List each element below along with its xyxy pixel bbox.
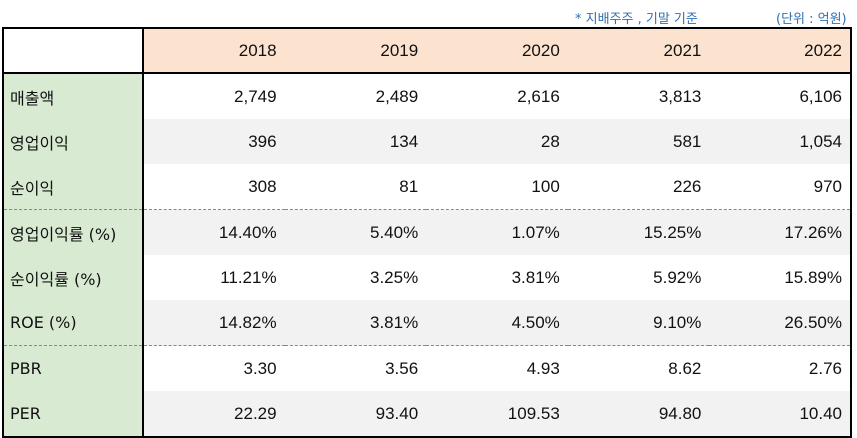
- table-cell: 8.62: [567, 345, 710, 391]
- table-cell: 9.10%: [567, 300, 710, 346]
- year-header: 2020: [426, 28, 568, 74]
- financial-summary-table: 2018 2019 2020 2021 2022 매출액 2,749 2,489…: [2, 27, 852, 438]
- year-header: 2022: [709, 28, 851, 74]
- row-label: PBR: [3, 345, 144, 391]
- table-cell: 3,813: [567, 73, 710, 119]
- table-cell: 3.30: [143, 345, 285, 391]
- table-cell: 94.80: [567, 391, 710, 437]
- row-label: 순이익률 (%): [3, 255, 144, 300]
- table-cell: 396: [143, 119, 285, 164]
- table-cell: 81: [284, 164, 427, 210]
- table-cell: 2,616: [426, 73, 568, 119]
- table-cell: 14.40%: [143, 209, 285, 255]
- table-row-operating-margin: 영업이익률 (%) 14.40% 5.40% 1.07% 15.25% 17.2…: [3, 209, 851, 255]
- table-cell: 1,054: [709, 119, 851, 164]
- table-cell: 14.82%: [143, 300, 285, 346]
- table-cell: 3.81%: [426, 255, 568, 300]
- table-cell: 93.40: [284, 391, 427, 437]
- table-cell: 4.93: [426, 345, 568, 391]
- row-label: 영업이익률 (%): [3, 209, 144, 255]
- table-cell: 28: [426, 119, 568, 164]
- table-cell: 134: [284, 119, 427, 164]
- table-cell: 226: [567, 164, 710, 210]
- table-cell: 970: [709, 164, 851, 210]
- corner-cell: [3, 28, 144, 74]
- table-cell: 15.89%: [709, 255, 851, 300]
- table-cell: 3.56: [284, 345, 427, 391]
- table-cell: 5.92%: [567, 255, 710, 300]
- table-row-pbr: PBR 3.30 3.56 4.93 8.62 2.76: [3, 345, 851, 391]
- table-cell: 22.29: [143, 391, 285, 437]
- table-notes: * 지배주주 , 기말 기준 (단위 : 억원): [0, 6, 857, 27]
- table-cell: 17.26%: [709, 209, 851, 255]
- table-cell: 3.25%: [284, 255, 427, 300]
- row-label: PER: [3, 391, 144, 437]
- basis-note: * 지배주주 , 기말 기준: [575, 12, 698, 27]
- table-cell: 581: [567, 119, 710, 164]
- table-cell: 1.07%: [426, 209, 568, 255]
- table-cell: 5.40%: [284, 209, 427, 255]
- table-cell: 100: [426, 164, 568, 210]
- row-label: 매출액: [3, 73, 144, 119]
- table-row-net-income: 순이익 308 81 100 226 970: [3, 164, 851, 210]
- header-row: 2018 2019 2020 2021 2022: [3, 28, 851, 74]
- table-cell: 4.50%: [426, 300, 568, 346]
- table-cell: 308: [143, 164, 285, 210]
- row-label: 순이익: [3, 164, 144, 210]
- table-cell: 6,106: [709, 73, 851, 119]
- table-cell: 11.21%: [143, 255, 285, 300]
- year-header: 2018: [143, 28, 285, 74]
- table-row-operating-profit: 영업이익 396 134 28 581 1,054: [3, 119, 851, 164]
- table-cell: 15.25%: [567, 209, 710, 255]
- table-cell: 2.76: [709, 345, 851, 391]
- table-row-roe: ROE (%) 14.82% 3.81% 4.50% 9.10% 26.50%: [3, 300, 851, 346]
- table-row-per: PER 22.29 93.40 109.53 94.80 10.40: [3, 391, 851, 437]
- year-header: 2019: [284, 28, 427, 74]
- row-label: ROE (%): [3, 300, 144, 346]
- unit-note: (단위 : 억원): [776, 12, 847, 27]
- table-cell: 2,749: [143, 73, 285, 119]
- table-cell: 109.53: [426, 391, 568, 437]
- year-header: 2021: [567, 28, 710, 74]
- row-label: 영업이익: [3, 119, 144, 164]
- table-cell: 26.50%: [709, 300, 851, 346]
- table-row-revenue: 매출액 2,749 2,489 2,616 3,813 6,106: [3, 73, 851, 119]
- table-row-net-margin: 순이익률 (%) 11.21% 3.25% 3.81% 5.92% 15.89%: [3, 255, 851, 300]
- table-cell: 10.40: [709, 391, 851, 437]
- table-cell: 3.81%: [284, 300, 427, 346]
- table-cell: 2,489: [284, 73, 427, 119]
